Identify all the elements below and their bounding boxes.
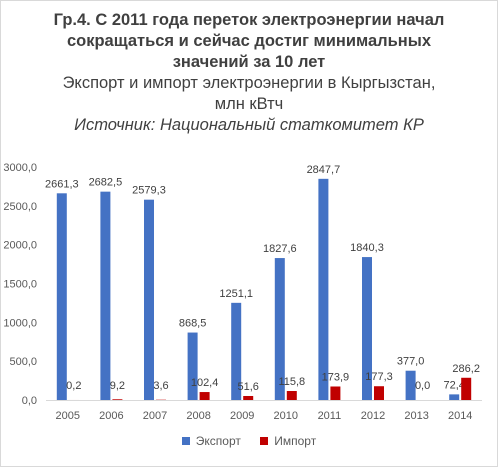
chart-source: Источник: Национальный статкомитет КР xyxy=(74,116,424,134)
bar-Экспорт-2010 xyxy=(274,258,285,400)
legend: Экспорт Импорт xyxy=(0,434,498,448)
bar-Экспорт-2005 xyxy=(56,193,67,400)
y-tick-label: 2500,0 xyxy=(3,201,37,213)
legend-swatch-import xyxy=(260,437,269,445)
data-label: 2847,7 xyxy=(307,164,341,176)
bar-Импорт-2012 xyxy=(374,386,384,400)
bar-Экспорт-2009 xyxy=(231,302,242,400)
x-tick-label: 2013 xyxy=(404,410,428,422)
y-tick-label: 1500,0 xyxy=(3,279,37,291)
x-tick-label: 2012 xyxy=(361,410,385,422)
data-label: 9,2 xyxy=(110,380,125,392)
data-label: 2579,3 xyxy=(132,185,166,197)
bar-Экспорт-2007 xyxy=(144,199,154,400)
y-tick-label: 1000,0 xyxy=(3,317,37,329)
bar-Импорт-2014 xyxy=(461,377,472,400)
y-tick-label: 500,0 xyxy=(9,356,37,368)
x-tick-label: 2008 xyxy=(186,410,210,422)
data-label: 177,3 xyxy=(365,371,393,383)
bar-Экспорт-2013 xyxy=(405,370,416,400)
y-tick-label: 3000,0 xyxy=(3,162,37,174)
bar-Импорт-2011 xyxy=(330,386,341,400)
data-label: 3,6 xyxy=(153,380,168,392)
chart-subtitle: Экспорт и импорт электроэнергии в Кыргыз… xyxy=(62,74,436,113)
bar-Экспорт-2006 xyxy=(100,191,111,400)
data-label: 377,0 xyxy=(397,356,425,368)
data-label: 72,4 xyxy=(443,379,464,391)
data-label: 1827,6 xyxy=(263,243,297,255)
x-tick-label: 2005 xyxy=(56,410,80,422)
x-tick-label: 2014 xyxy=(448,410,472,422)
bar-Экспорт-2014 xyxy=(449,394,460,400)
legend-item-export: Экспорт xyxy=(181,434,241,448)
data-label: 868,5 xyxy=(179,318,207,330)
y-tick-label: 2000,0 xyxy=(3,240,37,252)
bar-Импорт-2008 xyxy=(199,392,210,400)
data-label: 0,0 xyxy=(415,380,430,392)
legend-label-import: Импорт xyxy=(274,434,317,448)
x-tick-label: 2011 xyxy=(318,410,342,422)
data-label: 1840,3 xyxy=(350,242,384,254)
data-label: 173,9 xyxy=(322,371,350,383)
bar-Импорт-2010 xyxy=(286,391,297,400)
bar-Экспорт-2012 xyxy=(362,257,372,400)
x-tick-label: 2007 xyxy=(143,410,167,422)
data-label: 115,8 xyxy=(278,376,305,388)
y-tick-label: 0,0 xyxy=(22,395,37,407)
data-label: 102,4 xyxy=(191,377,219,389)
data-label: 2661,3 xyxy=(45,178,79,190)
chart-title: Гр.4. С 2011 года переток электроэнергии… xyxy=(53,11,445,71)
bar-Импорт-2006 xyxy=(112,399,123,400)
data-label: 1251,1 xyxy=(219,288,253,300)
bar-Импорт-2009 xyxy=(243,395,254,400)
data-label: 51,6 xyxy=(237,381,258,393)
data-label: 0,2 xyxy=(66,380,81,392)
legend-item-import: Импорт xyxy=(260,434,316,448)
chart-titles: Гр.4. С 2011 года переток электроэнергии… xyxy=(0,10,498,136)
x-tick-label: 2009 xyxy=(230,410,254,422)
x-tick-label: 2006 xyxy=(99,410,123,422)
bar-Экспорт-2008 xyxy=(187,332,198,400)
bar-Экспорт-2011 xyxy=(318,178,329,400)
legend-label-export: Экспорт xyxy=(195,434,241,448)
x-tick-label: 2010 xyxy=(274,410,298,422)
data-label: 2682,5 xyxy=(89,177,123,189)
legend-swatch-export xyxy=(181,437,190,445)
data-label: 286,2 xyxy=(452,363,480,375)
